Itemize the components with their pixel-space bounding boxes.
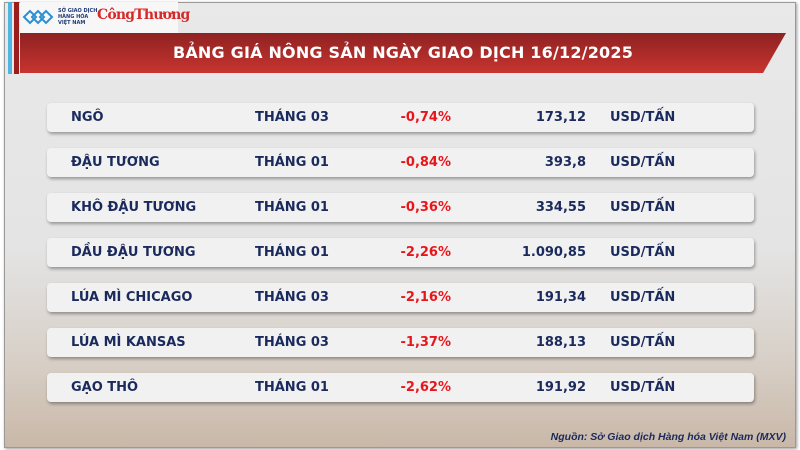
price-unit: USD/TẤN [610, 335, 676, 350]
price-value: 188,13 [535, 335, 586, 350]
contract-month: THÁNG 03 [255, 110, 329, 125]
contract-month: THÁNG 01 [255, 155, 329, 170]
price-value: 191,34 [535, 290, 586, 305]
price-change: -0,36% [400, 200, 452, 215]
mxv-logo-icon [22, 9, 54, 25]
source-note: Nguồn: Sở Giao dịch Hàng hóa Việt Nam (M… [550, 431, 786, 443]
table-row: DẦU ĐẬU TƯƠNG THÁNG 01 -2,26% 1.090,85 USD/T… [47, 238, 754, 267]
accent-bar-red [14, 2, 19, 74]
price-value: 191,92 [535, 380, 586, 395]
commodity-name: KHÔ ĐẬU TƯƠNG [71, 200, 197, 215]
price-value: 1.090,85 [521, 245, 586, 260]
table-row: ĐẬU TƯƠNG THÁNG 01 -0,84% 393,8 USD/TẤN [47, 148, 754, 177]
price-unit: USD/TẤN [610, 110, 676, 125]
commodity-name: LÚA MÌ CHICAGO [71, 290, 193, 305]
commodity-name: NGÔ [71, 110, 104, 125]
price-change: -0,84% [400, 155, 452, 170]
commodity-name: LÚA MÌ KANSAS [71, 335, 186, 350]
commodity-name: GẠO THÔ [71, 380, 139, 395]
table-row: GẠO THÔ THÁNG 01 -2,62% 191,92 USD/TẤN [47, 373, 754, 402]
accent-bar-cyan [8, 2, 12, 74]
header-band [20, 33, 786, 73]
exchange-logo-text: SỞ GIAO DỊCH HÀNG HÓA VIỆT NAM [58, 8, 98, 26]
table-row: KHÔ ĐẬU TƯƠNG THÁNG 01 -0,36% 334,55 USD/TẤN [47, 193, 754, 222]
page-title: BẢNG GIÁ NÔNG SẢN NGÀY GIAO DỊCH 16/12/2… [172, 43, 634, 62]
table-row: LÚA MÌ CHICAGO THÁNG 03 -2,16% 191,34 USD/TẤ… [47, 283, 754, 312]
price-change: -0,74% [400, 110, 452, 125]
price-change: -1,37% [400, 335, 452, 350]
price-unit: USD/TẤN [610, 155, 676, 170]
price-unit: USD/TẤN [610, 245, 676, 260]
contract-month: THÁNG 01 [255, 380, 329, 395]
price-unit: USD/TẤN [610, 200, 676, 215]
price-value: 173,12 [535, 110, 586, 125]
price-unit: USD/TẤN [610, 290, 676, 305]
price-change: -2,62% [400, 380, 452, 395]
price-value: 334,55 [535, 200, 586, 215]
contract-month: THÁNG 03 [255, 290, 329, 305]
contract-month: THÁNG 01 [255, 245, 329, 260]
contract-month: THÁNG 01 [255, 200, 329, 215]
price-change: -2,16% [400, 290, 452, 305]
commodity-name: DẦU ĐẬU TƯƠNG [71, 245, 196, 260]
table-row: NGÔ THÁNG 03 -0,74% 173,12 USD/TẤN [47, 103, 754, 132]
logo-area [20, 2, 178, 33]
price-change: -2,26% [400, 245, 452, 260]
commodity-name: ĐẬU TƯƠNG [71, 155, 160, 170]
price-value: 393,8 [544, 155, 586, 170]
contract-month: THÁNG 03 [255, 335, 329, 350]
publisher-logo: CôngThương [97, 7, 190, 23]
table-row: LÚA MÌ KANSAS THÁNG 03 -1,37% 188,13 USD/TẤN [47, 328, 754, 357]
price-unit: USD/TẤN [610, 380, 676, 395]
